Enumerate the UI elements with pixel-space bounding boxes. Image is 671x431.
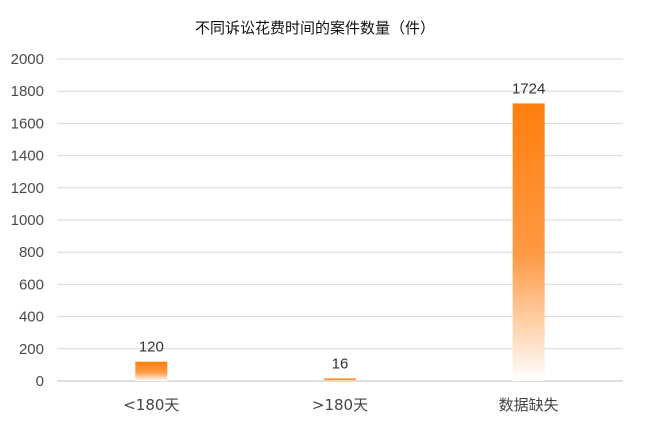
y-tick-label: 800: [19, 244, 44, 261]
y-tick-label: 1800: [11, 83, 44, 100]
y-tick-label: 600: [19, 276, 44, 293]
x-tick-label: 数据缺失: [499, 396, 559, 414]
y-tick-label: 1000: [11, 212, 44, 229]
y-tick-label: 0: [36, 373, 44, 390]
bar: [324, 378, 356, 381]
y-tick-label: 2000: [11, 51, 44, 68]
data-label: 120: [139, 339, 164, 356]
y-tick-label: 200: [19, 341, 44, 358]
x-tick-label: >180天: [312, 396, 368, 414]
x-tick-label: <180天: [123, 396, 179, 414]
data-label: 16: [332, 355, 349, 372]
y-tick-label: 1600: [11, 115, 44, 132]
y-tick-label: 1200: [11, 180, 44, 197]
bars: 120 16 1724: [135, 80, 545, 381]
bar: [135, 361, 168, 381]
y-axis: 0 200 400 600 800 1000 1200 1400 1600 1800 2000: [11, 51, 44, 390]
y-tick-label: 400: [19, 309, 44, 326]
bar: [512, 103, 545, 381]
grid-lines: [57, 58, 623, 382]
x-axis: <180天 >180天 数据缺失: [123, 396, 558, 414]
chart-title: 不同诉讼花费时间的案件数量（件）: [195, 19, 435, 37]
data-label: 1724: [512, 80, 545, 97]
y-tick-label: 1400: [11, 148, 44, 165]
